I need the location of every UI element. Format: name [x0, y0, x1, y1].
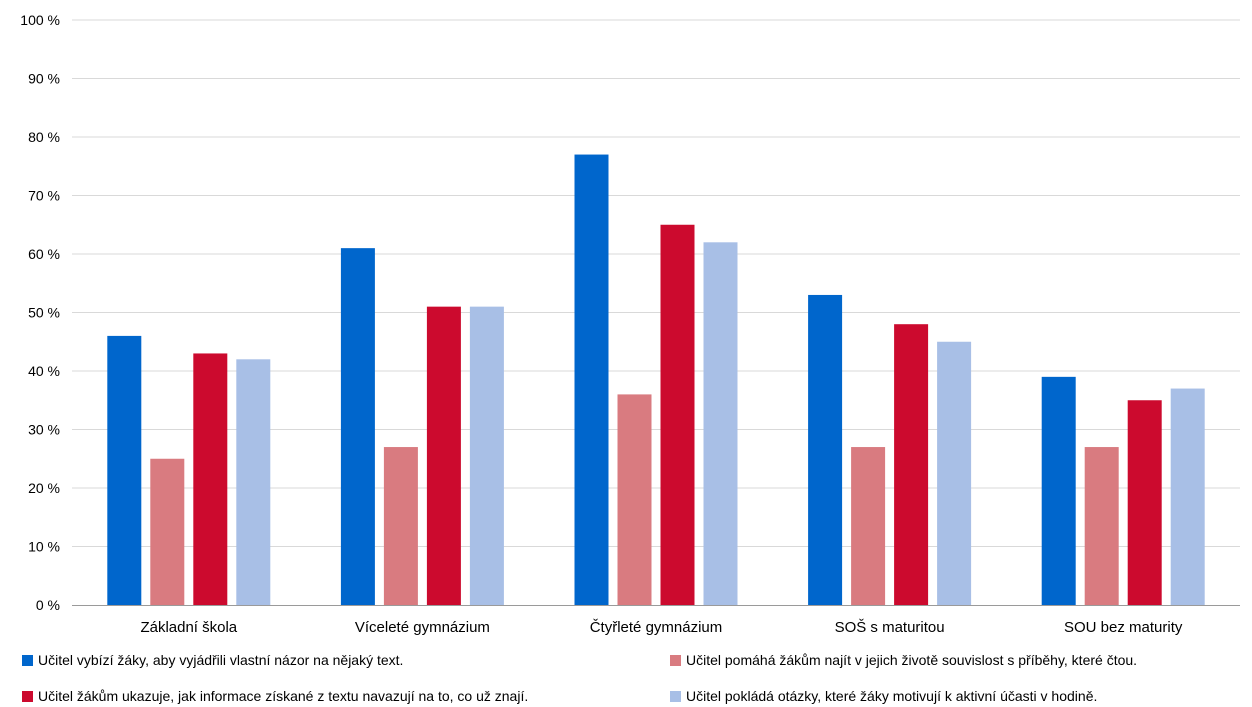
bar — [383, 447, 418, 605]
bar — [703, 242, 738, 606]
y-tick-label: 20 % — [28, 480, 60, 496]
bar — [660, 224, 695, 605]
x-axis-labels: Základní škola Víceleté gymnázium Čtyřleté… — [140, 619, 1182, 636]
bar — [937, 341, 972, 605]
y-tick-label: 10 % — [28, 539, 60, 555]
bar — [808, 294, 843, 605]
bar — [340, 248, 375, 605]
y-tick-label: 100 % — [20, 12, 60, 28]
y-axis-ticks: 0 % 10 % 20 % 30 % 40 % 50 % 60 % 70 % 80 % 90 % 1… — [20, 12, 60, 613]
y-tick-label: 30 % — [28, 422, 60, 438]
x-tick-label: SOŠ s maturitou — [835, 619, 945, 636]
x-tick-label: Čtyřleté gymnázium — [590, 619, 723, 636]
bar — [236, 359, 271, 605]
bar — [426, 306, 461, 605]
bar — [617, 394, 652, 605]
x-tick-label: Základní škola — [140, 619, 237, 636]
bar — [150, 458, 185, 605]
bar — [574, 154, 609, 606]
bar — [107, 335, 142, 605]
bar — [1127, 400, 1162, 605]
bars — [107, 154, 1205, 606]
y-tick-label: 40 % — [28, 363, 60, 379]
y-tick-label: 50 % — [28, 305, 60, 321]
y-tick-label: 0 % — [36, 597, 60, 613]
y-tick-label: 70 % — [28, 188, 60, 204]
y-tick-label: 90 % — [28, 71, 60, 87]
bar — [1170, 388, 1205, 605]
bar — [1084, 447, 1119, 605]
bar — [851, 447, 886, 605]
bar — [193, 353, 228, 605]
bar — [1041, 376, 1076, 605]
y-tick-label: 80 % — [28, 129, 60, 145]
y-tick-label: 60 % — [28, 246, 60, 262]
bar — [894, 324, 929, 605]
x-tick-label: Víceleté gymnázium — [355, 619, 490, 636]
bar — [469, 306, 504, 605]
x-tick-label: SOU bez maturity — [1064, 619, 1183, 636]
